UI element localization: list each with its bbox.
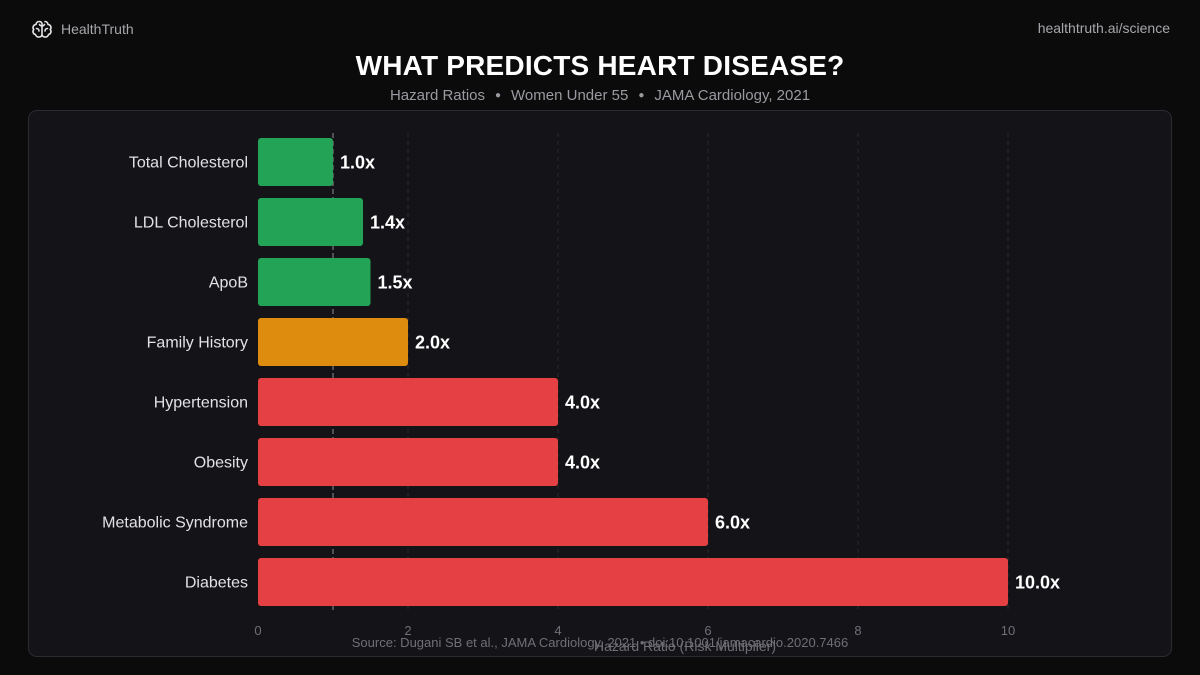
site-url-link[interactable]: healthtruth.ai/science bbox=[1037, 20, 1170, 36]
labels: 0 2 4 6 8 10 Total Cholesterol 1.0x LDL Choleste… bbox=[102, 153, 1060, 639]
x-axis-title: Hazard Ratio (Risk Multiplier) bbox=[594, 638, 776, 654]
x-tick-label: 8 bbox=[854, 623, 861, 638]
bar[interactable] bbox=[258, 318, 408, 366]
bar[interactable] bbox=[258, 498, 708, 546]
value-label: 6.0x bbox=[715, 513, 750, 533]
x-tick-label: 6 bbox=[704, 623, 711, 638]
value-label: 1.5x bbox=[378, 273, 413, 293]
bars bbox=[258, 138, 1008, 606]
category-label: Diabetes bbox=[185, 575, 248, 592]
value-label: 4.0x bbox=[565, 453, 600, 473]
bar[interactable] bbox=[258, 198, 363, 246]
value-label: 1.0x bbox=[340, 153, 375, 173]
source-citation: Source: Dugani SB et al., JAMA Cardiolog… bbox=[351, 635, 849, 650]
bar[interactable] bbox=[258, 558, 1008, 606]
category-label: Family History bbox=[147, 335, 248, 352]
value-label: 4.0x bbox=[565, 393, 600, 413]
value-label: 1.4x bbox=[370, 213, 405, 233]
category-label: Total Cholesterol bbox=[129, 155, 248, 172]
category-label: Metabolic Syndrome bbox=[102, 515, 248, 532]
subtitle-journal: JAMA Cardiology, 2021 bbox=[654, 87, 811, 104]
brand[interactable]: HealthTruth bbox=[30, 17, 134, 41]
subtitle: Hazard Ratios ● Women Under 55 ● JAMA Ca… bbox=[0, 87, 1200, 104]
category-label: ApoB bbox=[209, 275, 248, 292]
value-label: 2.0x bbox=[415, 333, 450, 353]
bar[interactable] bbox=[258, 258, 371, 306]
category-label: Obesity bbox=[194, 455, 248, 472]
brand-name: HealthTruth bbox=[61, 21, 134, 37]
brain-icon bbox=[32, 20, 52, 38]
x-tick-label: 4 bbox=[554, 623, 561, 638]
category-label: LDL Cholesterol bbox=[134, 215, 248, 232]
subtitle-metric: Hazard Ratios bbox=[389, 87, 485, 104]
separator-dot-icon: ● bbox=[638, 90, 645, 101]
x-tick-label: 10 bbox=[1001, 623, 1015, 638]
value-label: 10.0x bbox=[1015, 573, 1060, 593]
bar[interactable] bbox=[258, 438, 558, 486]
x-tick-label: 2 bbox=[404, 623, 411, 638]
subtitle-population: Women Under 55 bbox=[511, 87, 629, 104]
category-label: Hypertension bbox=[154, 395, 248, 412]
bar[interactable] bbox=[258, 378, 558, 426]
page-title: WHAT PREDICTS HEART DISEASE? bbox=[355, 50, 845, 81]
x-tick-label: 0 bbox=[254, 623, 261, 638]
separator-dot-icon: ● bbox=[495, 90, 502, 101]
bar[interactable] bbox=[258, 138, 333, 186]
